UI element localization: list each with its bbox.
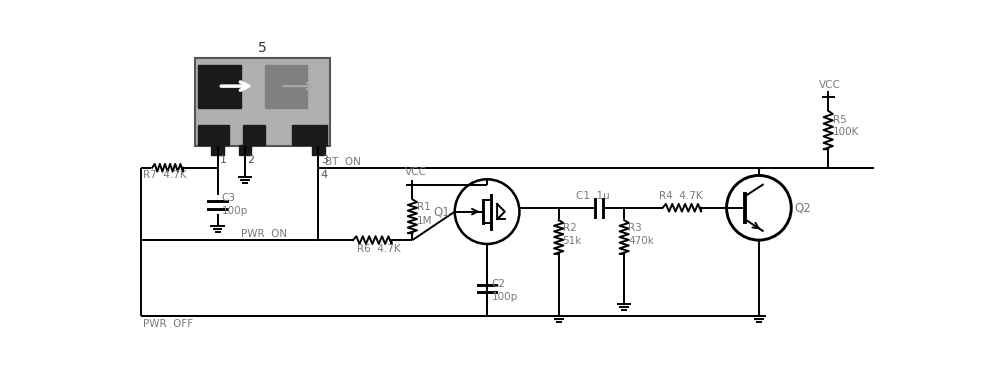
Text: R3: R3 xyxy=(628,223,642,233)
Text: 100K: 100K xyxy=(833,127,859,137)
Text: Q2: Q2 xyxy=(794,202,811,215)
Text: R4  4.7K: R4 4.7K xyxy=(659,191,702,201)
Text: R7  4.7K: R7 4.7K xyxy=(143,170,187,180)
Text: C2: C2 xyxy=(492,280,506,290)
Text: 51k: 51k xyxy=(563,235,582,245)
Text: R5: R5 xyxy=(833,114,847,125)
Text: C3: C3 xyxy=(221,193,235,203)
Bar xyxy=(312,145,325,156)
Text: 1M: 1M xyxy=(417,216,433,226)
Text: 3: 3 xyxy=(321,156,328,166)
Text: 100p: 100p xyxy=(221,206,248,216)
Bar xyxy=(198,126,229,145)
Bar xyxy=(265,65,307,108)
Text: 5: 5 xyxy=(258,41,267,55)
Text: 4: 4 xyxy=(321,170,328,180)
Bar xyxy=(243,126,265,145)
Bar xyxy=(195,58,330,146)
Text: 470k: 470k xyxy=(628,235,654,245)
Text: 100p: 100p xyxy=(492,292,518,302)
Text: PWR  OFF: PWR OFF xyxy=(143,319,193,329)
Bar xyxy=(292,126,327,145)
Text: 1: 1 xyxy=(220,156,227,166)
Text: R2: R2 xyxy=(563,223,576,233)
Bar xyxy=(198,65,241,108)
Text: C1  1u: C1 1u xyxy=(576,191,609,201)
Text: VCC: VCC xyxy=(819,80,841,90)
Text: PWR  ON: PWR ON xyxy=(241,229,288,239)
Text: R1: R1 xyxy=(417,202,431,212)
Bar xyxy=(211,145,224,156)
Bar xyxy=(239,145,251,156)
Text: 2: 2 xyxy=(248,156,255,166)
Text: BT  ON: BT ON xyxy=(325,157,360,167)
Text: R6  4.7K: R6 4.7K xyxy=(357,244,401,254)
Text: VCC: VCC xyxy=(405,167,427,177)
Text: Q1: Q1 xyxy=(433,205,450,218)
